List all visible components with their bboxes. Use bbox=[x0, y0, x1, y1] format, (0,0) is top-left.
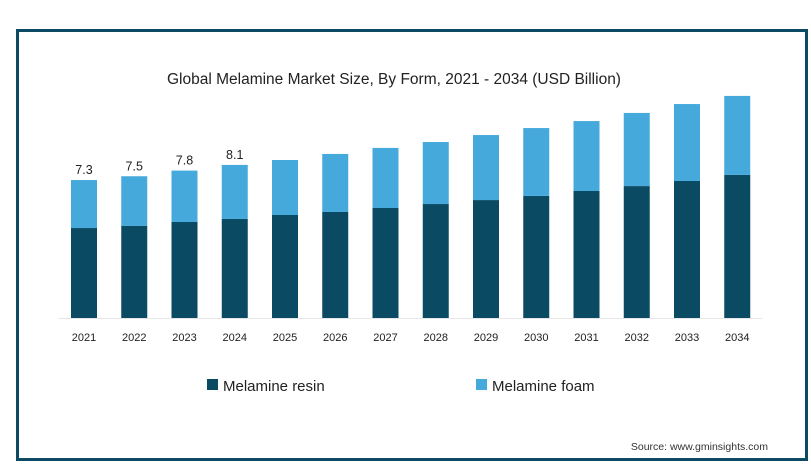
bar-resin-2024 bbox=[221, 218, 248, 318]
bar-resin-2031 bbox=[573, 190, 600, 318]
bar-foam-2023 bbox=[171, 170, 198, 222]
x-tick-2033: 2033 bbox=[675, 332, 699, 344]
x-tick-2034: 2034 bbox=[725, 332, 749, 344]
bar-resin-2033 bbox=[674, 180, 700, 318]
bar-foam-2022 bbox=[121, 176, 148, 226]
legend-label-foam: Melamine foam bbox=[492, 378, 595, 395]
bar-resin-2030 bbox=[523, 195, 550, 318]
bar-foam-2032 bbox=[623, 112, 650, 187]
bar-foam-2028 bbox=[422, 142, 449, 205]
bar-resin-2026 bbox=[322, 211, 349, 318]
bar-foam-2033 bbox=[674, 104, 700, 181]
x-tick-2027: 2027 bbox=[373, 332, 397, 344]
source-note: Source: www.gminsights.com bbox=[631, 441, 768, 453]
bar-foam-2029 bbox=[473, 135, 499, 201]
x-tick-2022: 2022 bbox=[122, 332, 146, 344]
legend: Melamine resin Melamine foam bbox=[207, 378, 595, 395]
bar-foam-2026 bbox=[322, 153, 349, 212]
legend-swatch-resin bbox=[207, 379, 218, 390]
bar-foam-2027 bbox=[372, 147, 399, 209]
x-tick-2025: 2025 bbox=[273, 332, 297, 344]
x-tick-2021: 2021 bbox=[72, 332, 96, 344]
bar-resin-2028 bbox=[422, 204, 449, 318]
x-tick-2030: 2030 bbox=[524, 332, 548, 344]
x-tick-2026: 2026 bbox=[323, 332, 347, 344]
data-label-2022: 7.5 bbox=[126, 159, 143, 173]
x-tick-2029: 2029 bbox=[474, 332, 498, 344]
bar-foam-2021 bbox=[71, 180, 97, 229]
bar-resin-2025 bbox=[272, 214, 298, 318]
x-tick-2031: 2031 bbox=[574, 332, 598, 344]
bar-resin-2027 bbox=[372, 208, 399, 318]
chart-title: Global Melamine Market Size, By Form, 20… bbox=[167, 71, 621, 88]
bar-foam-2024 bbox=[221, 164, 248, 219]
data-label-2021: 7.3 bbox=[75, 163, 92, 177]
x-tick-2023: 2023 bbox=[172, 332, 196, 344]
bar-resin-2021 bbox=[71, 228, 97, 318]
bar-resin-2023 bbox=[171, 221, 198, 318]
x-tick-2024: 2024 bbox=[223, 332, 247, 344]
legend-swatch-foam bbox=[476, 379, 487, 390]
bar-foam-2030 bbox=[523, 128, 550, 196]
bar-resin-2029 bbox=[473, 200, 499, 318]
bar-resin-2022 bbox=[121, 225, 148, 318]
x-tick-2032: 2032 bbox=[625, 332, 649, 344]
x-tick-2028: 2028 bbox=[424, 332, 448, 344]
bar-resin-2034 bbox=[724, 174, 751, 318]
data-label-2024: 8.1 bbox=[226, 148, 243, 162]
data-label-2023: 7.8 bbox=[176, 154, 193, 168]
bar-foam-2025 bbox=[272, 159, 298, 215]
legend-label-resin: Melamine resin bbox=[223, 378, 325, 395]
bar-resin-2032 bbox=[623, 186, 650, 318]
bar-foam-2031 bbox=[573, 121, 600, 191]
bar-foam-2034 bbox=[724, 95, 751, 175]
